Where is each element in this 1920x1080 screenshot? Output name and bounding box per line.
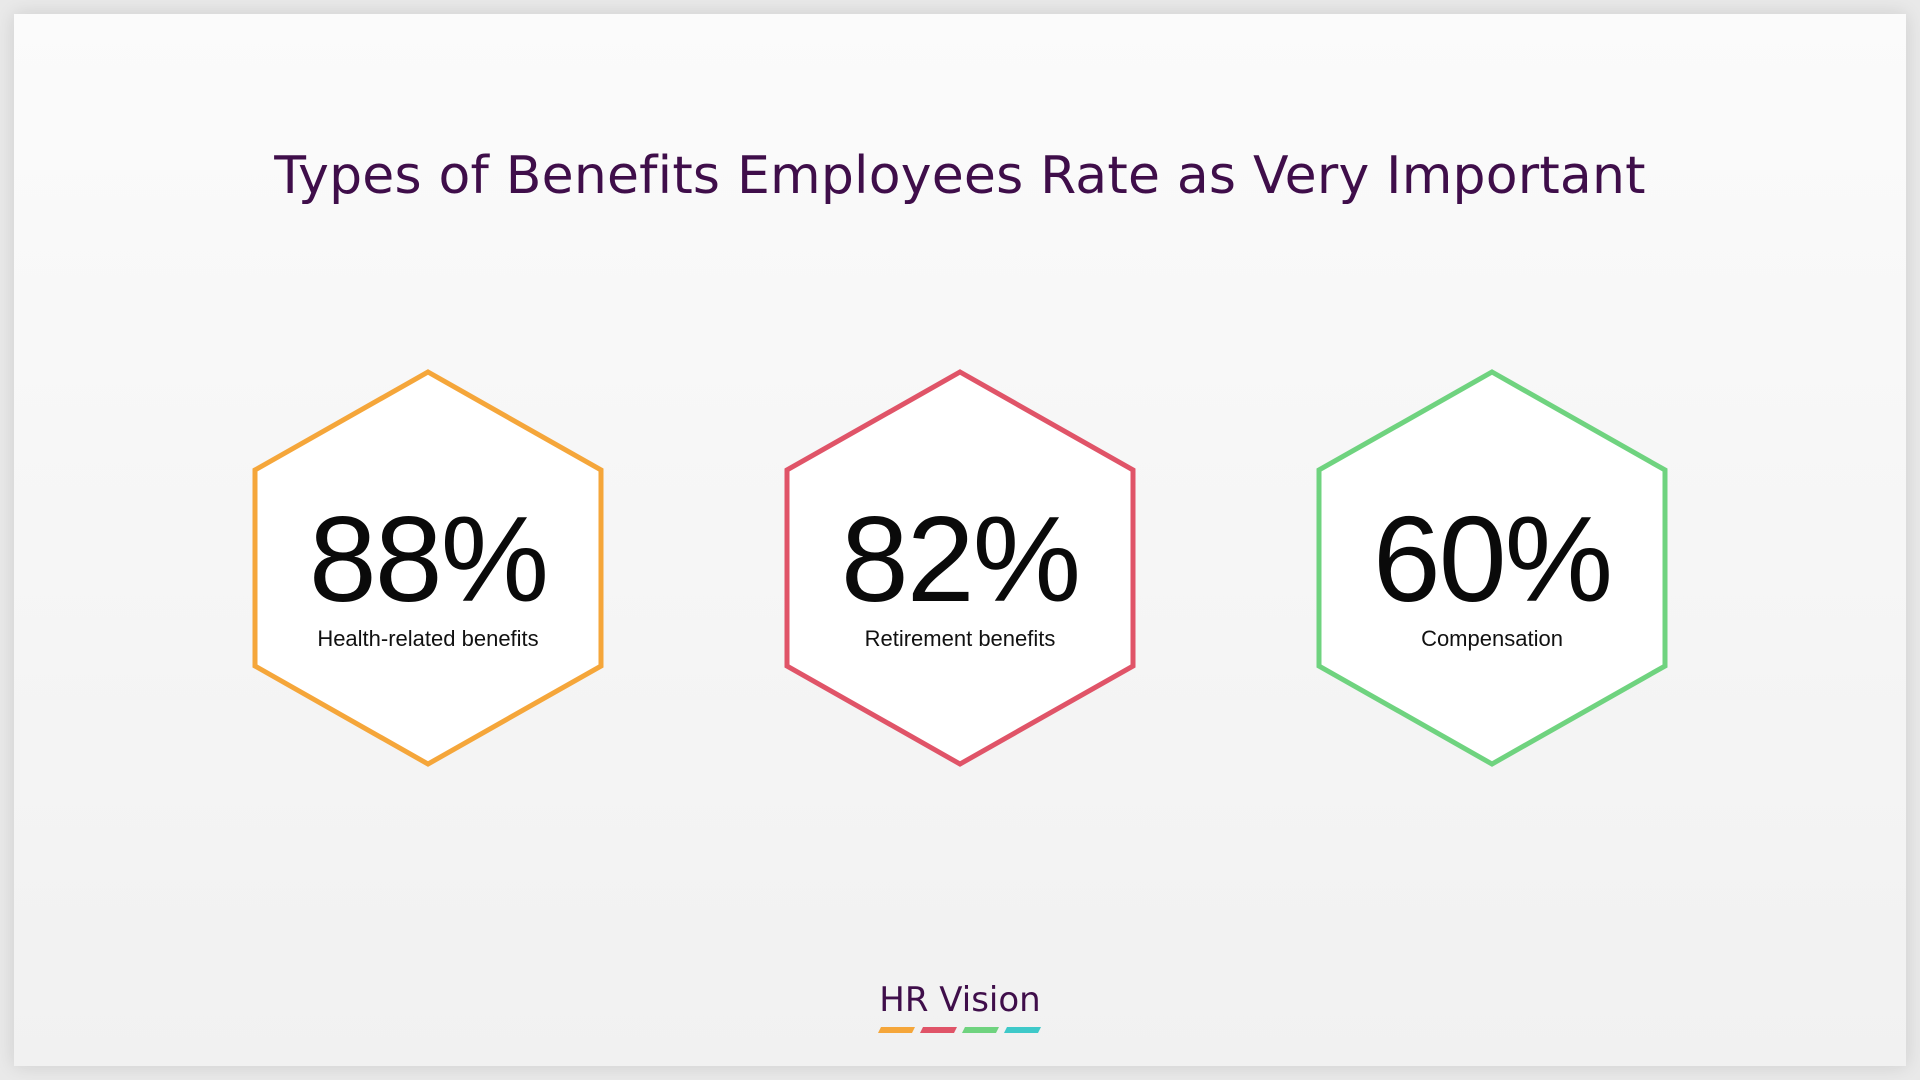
stat-card-health: 88% Health-related benefits (252, 368, 604, 768)
page-title: Types of Benefits Employees Rate as Very… (274, 146, 1646, 206)
stat-value: 88% (308, 491, 549, 627)
brand-name: HR Vision (879, 980, 1041, 1020)
brand-bar-red (920, 1027, 957, 1033)
stat-label: Compensation (1421, 626, 1563, 651)
hexagon-icon (252, 369, 604, 767)
hexagon-icon (1316, 369, 1668, 767)
stat-card-compensation: 60% Compensation (1316, 368, 1668, 768)
stat-label: Health-related benefits (317, 626, 539, 651)
stat-label: Retirement benefits (864, 626, 1056, 651)
brand-bar-teal (1004, 1027, 1041, 1033)
stat-card-retirement: 82% Retirement benefits (784, 368, 1136, 768)
brand-color-bars (878, 1027, 1041, 1033)
brand-logo: HR Vision (860, 980, 1060, 1036)
hexagon-icon (784, 369, 1136, 767)
brand-bar-orange (878, 1027, 915, 1033)
stat-value: 60% (1372, 491, 1613, 627)
brand-bar-green (962, 1027, 999, 1033)
stat-value: 82% (840, 491, 1081, 627)
